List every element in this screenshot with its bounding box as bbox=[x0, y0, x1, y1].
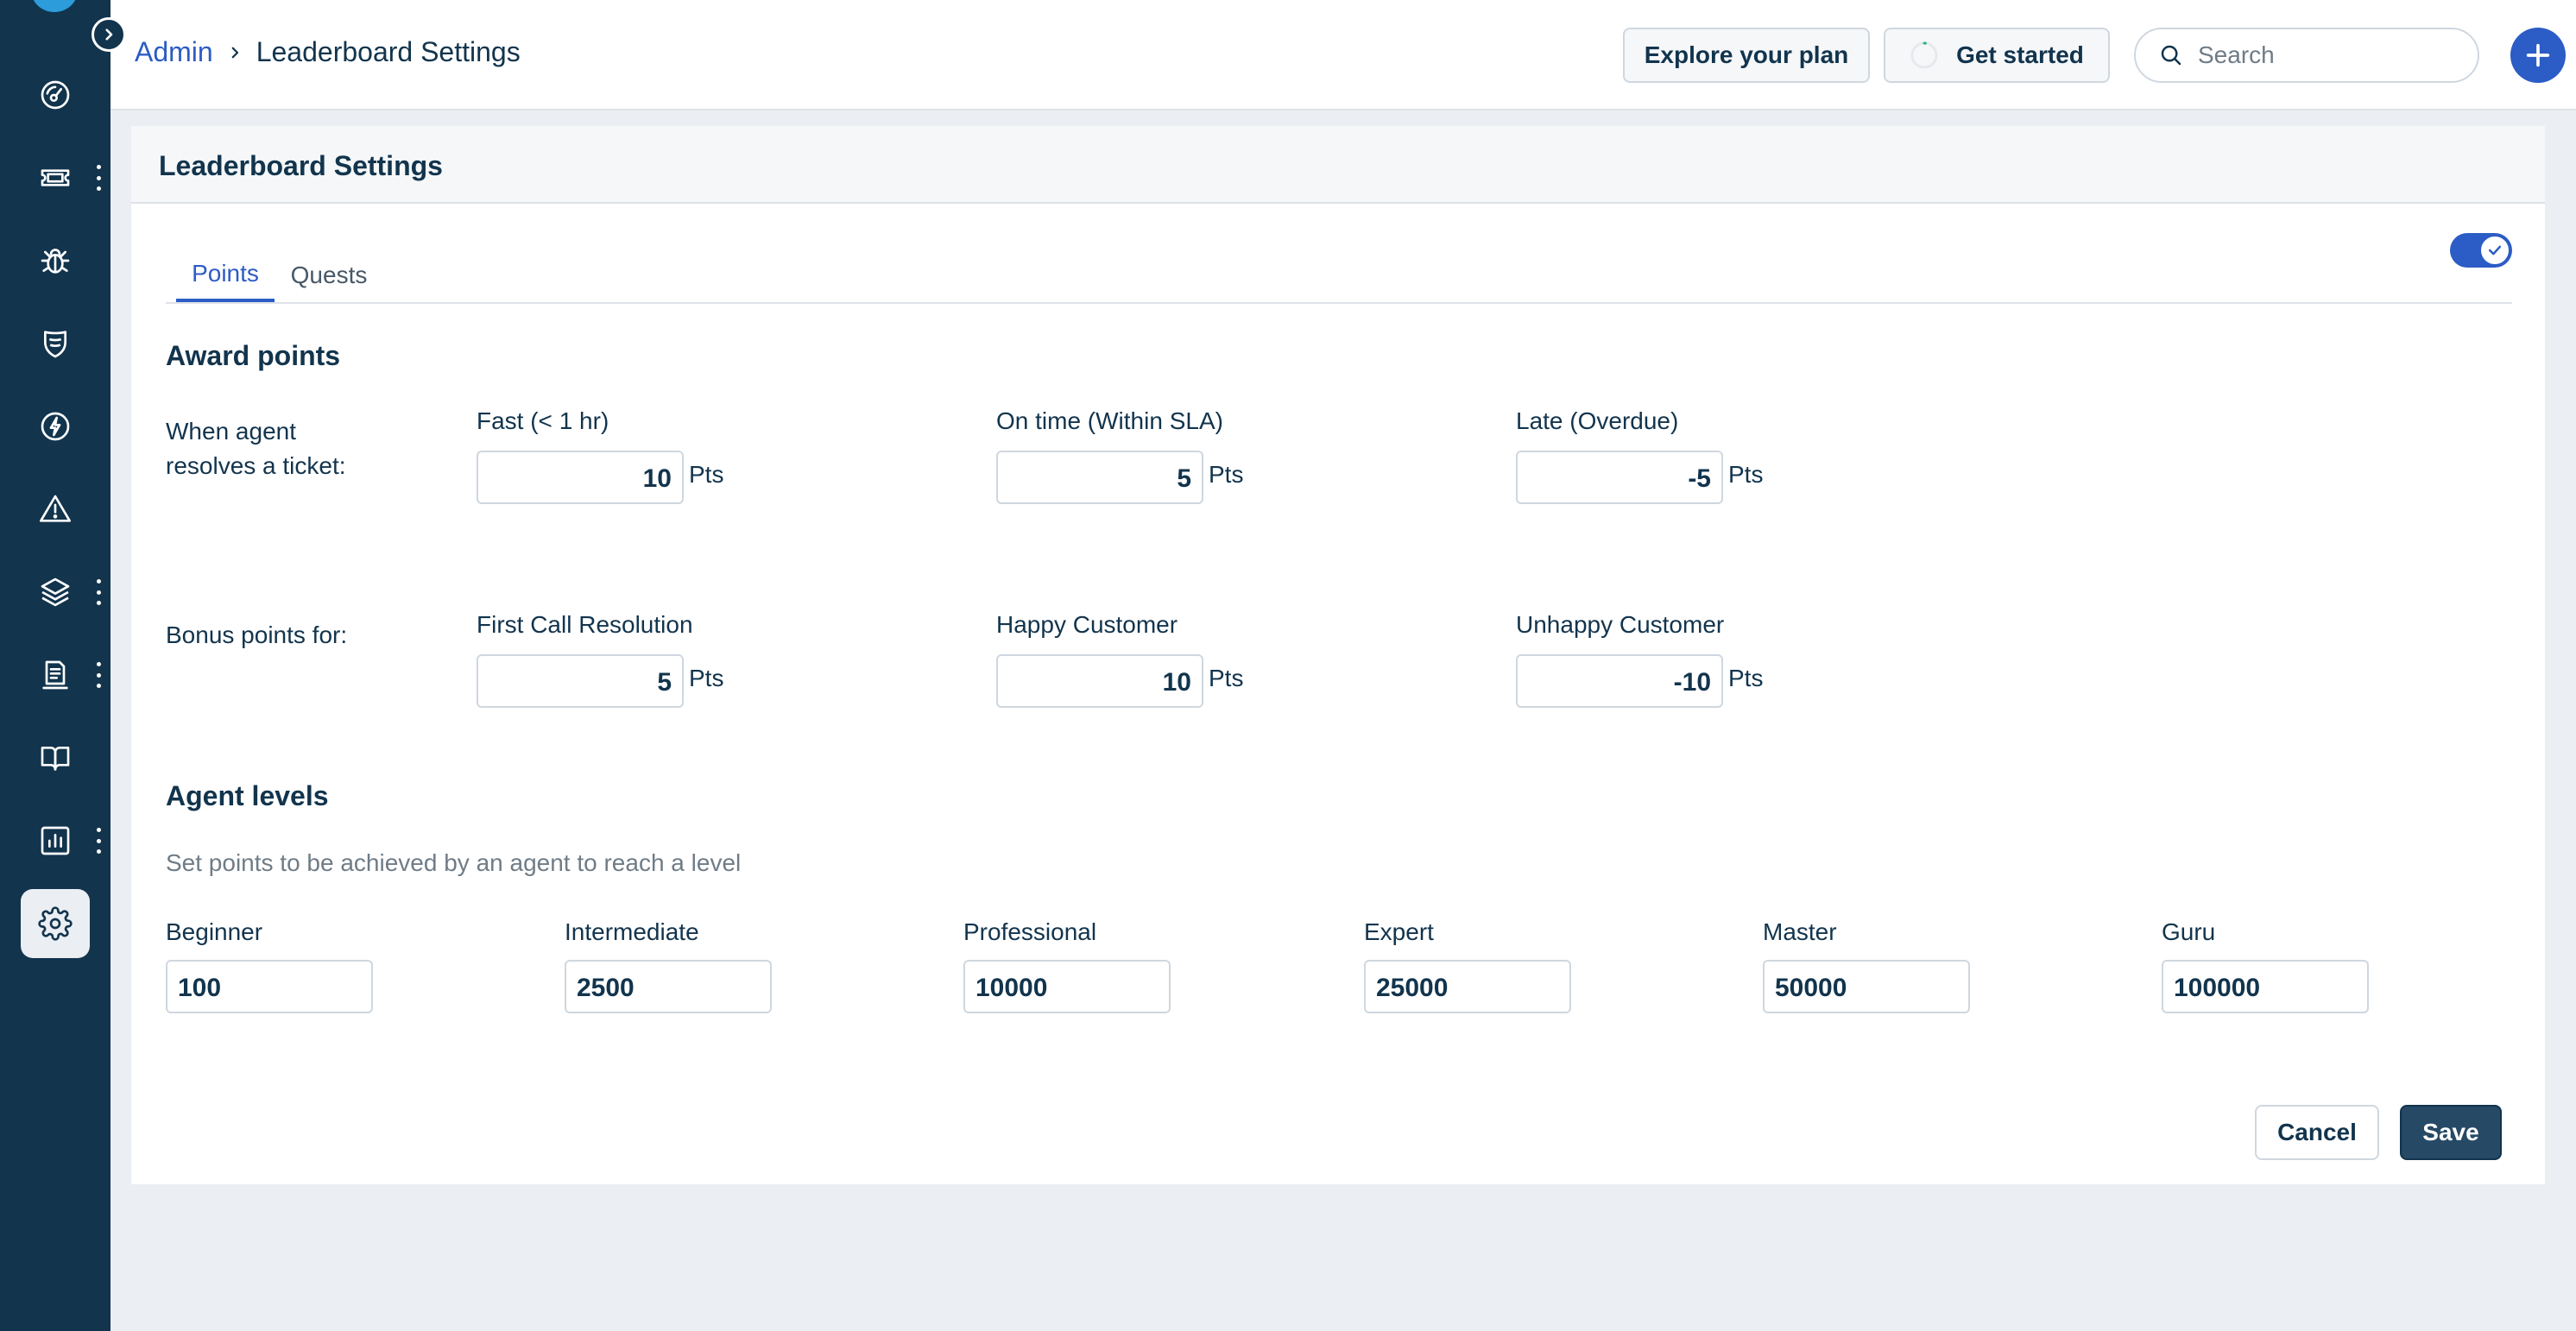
level-master-label: Master bbox=[1763, 918, 1837, 945]
sidebar-item-alerts[interactable] bbox=[21, 475, 90, 544]
explore-plan-label: Explore your plan bbox=[1644, 41, 1849, 68]
sidebar-item-changes[interactable] bbox=[21, 309, 90, 378]
happy-customer-pts-unit: Pts bbox=[1209, 665, 1244, 691]
level-intermediate-input[interactable] bbox=[565, 960, 772, 1013]
tab-points[interactable]: Points bbox=[176, 249, 275, 302]
level-beginner-label: Beginner bbox=[166, 918, 263, 945]
sidebar-item-analytics-menu[interactable] bbox=[92, 828, 105, 854]
card-title: Leaderboard Settings bbox=[159, 150, 443, 181]
get-started-label: Get started bbox=[1956, 41, 2084, 68]
sidebar-item-contracts[interactable] bbox=[21, 640, 90, 710]
sidebar-item-tickets[interactable] bbox=[21, 143, 90, 212]
save-button[interactable]: Save bbox=[2400, 1105, 2502, 1160]
sidebar-expand-button[interactable] bbox=[92, 17, 126, 52]
warning-icon bbox=[40, 495, 71, 522]
fast-label: Fast (< 1 hr) bbox=[477, 407, 609, 434]
lightning-icon bbox=[41, 412, 70, 441]
bonus-row-label: Bonus points for: bbox=[166, 621, 348, 648]
sidebar-item-dashboard[interactable] bbox=[21, 60, 90, 129]
unhappy-customer-points-input[interactable] bbox=[1516, 654, 1723, 708]
chevron-right-icon bbox=[227, 45, 243, 60]
sidebar bbox=[0, 0, 110, 1331]
bug-icon bbox=[41, 249, 70, 274]
breadcrumb: Admin Leaderboard Settings bbox=[135, 36, 521, 68]
resolve-row-label: When agent resolves a ticket: bbox=[166, 414, 346, 483]
level-guru-input[interactable] bbox=[2162, 960, 2369, 1013]
card-header: Leaderboard Settings bbox=[131, 126, 2545, 204]
level-intermediate-label: Intermediate bbox=[565, 918, 699, 945]
happy-customer-label: Happy Customer bbox=[996, 611, 1178, 638]
resolve-row-label-line2: resolves a ticket: bbox=[166, 452, 346, 479]
tab-quests[interactable]: Quests bbox=[290, 262, 368, 288]
page-title: Leaderboard Settings bbox=[256, 36, 521, 67]
level-guru-label: Guru bbox=[2162, 918, 2216, 945]
explore-plan-button[interactable]: Explore your plan bbox=[1623, 28, 1870, 83]
unhappy-customer-label: Unhappy Customer bbox=[1516, 611, 1725, 638]
unhappy-customer-pts-unit: Pts bbox=[1728, 665, 1764, 691]
leaderboard-toggle[interactable] bbox=[2450, 233, 2512, 268]
search-input[interactable] bbox=[2198, 41, 2474, 69]
late-pts-unit: Pts bbox=[1728, 461, 1764, 488]
top-header: Admin Leaderboard Settings Explore your … bbox=[110, 0, 2576, 110]
gear-icon bbox=[38, 906, 73, 941]
toggle-knob bbox=[2479, 235, 2510, 266]
cancel-button-label: Cancel bbox=[2277, 1119, 2357, 1145]
search-box[interactable] bbox=[2134, 28, 2479, 83]
sidebar-item-releases[interactable] bbox=[21, 392, 90, 461]
level-master-input[interactable] bbox=[1763, 960, 1970, 1013]
sidebar-item-contracts-menu[interactable] bbox=[92, 662, 105, 688]
layers-icon bbox=[41, 577, 70, 607]
save-button-label: Save bbox=[2422, 1119, 2479, 1145]
ontime-points-input[interactable] bbox=[996, 451, 1203, 504]
progress-ring-icon bbox=[1910, 41, 1938, 69]
search-icon bbox=[2161, 45, 2181, 66]
cancel-button[interactable]: Cancel bbox=[2255, 1105, 2379, 1160]
dashboard-gauge-icon bbox=[41, 80, 70, 110]
create-new-button[interactable] bbox=[2510, 28, 2566, 83]
first-call-label: First Call Resolution bbox=[477, 611, 693, 638]
first-call-points-input[interactable] bbox=[477, 654, 684, 708]
tab-bar: Points Quests bbox=[166, 250, 2512, 304]
level-professional-label: Professional bbox=[963, 918, 1097, 945]
sidebar-item-admin[interactable] bbox=[21, 889, 90, 958]
award-points-title: Award points bbox=[166, 340, 341, 371]
sidebar-item-assets-menu[interactable] bbox=[92, 579, 105, 605]
level-expert-input[interactable] bbox=[1364, 960, 1571, 1013]
chevron-right-icon bbox=[105, 28, 113, 41]
level-beginner-input[interactable] bbox=[166, 960, 373, 1013]
analytics-icon bbox=[41, 826, 70, 855]
sidebar-item-solutions[interactable] bbox=[21, 723, 90, 792]
agent-levels-description: Set points to be achieved by an agent to… bbox=[166, 849, 742, 876]
fast-pts-unit: Pts bbox=[689, 461, 724, 488]
leaderboard-settings-card: Leaderboard Settings Points Quests Award… bbox=[131, 126, 2545, 1184]
first-call-pts-unit: Pts bbox=[689, 665, 724, 691]
check-icon bbox=[2488, 245, 2502, 255]
get-started-button[interactable]: Get started bbox=[1884, 28, 2110, 83]
book-icon bbox=[41, 747, 70, 771]
ticket-icon bbox=[41, 169, 70, 186]
fast-points-input[interactable] bbox=[477, 451, 684, 504]
resolve-row-label-line1: When agent bbox=[166, 418, 296, 445]
sidebar-item-assets[interactable] bbox=[21, 558, 90, 627]
level-expert-label: Expert bbox=[1364, 918, 1434, 945]
sidebar-item-tickets-menu[interactable] bbox=[92, 165, 105, 191]
late-label: Late (Overdue) bbox=[1516, 407, 1679, 434]
late-points-input[interactable] bbox=[1516, 451, 1723, 504]
plus-icon bbox=[2526, 43, 2550, 67]
shield-icon bbox=[44, 331, 66, 358]
happy-customer-points-input[interactable] bbox=[996, 654, 1203, 708]
document-icon bbox=[42, 660, 68, 690]
sidebar-item-analytics[interactable] bbox=[21, 806, 90, 875]
agent-levels-title: Agent levels bbox=[166, 780, 329, 811]
brand-logo[interactable] bbox=[31, 0, 78, 12]
breadcrumb-admin-link[interactable]: Admin bbox=[135, 36, 213, 67]
ontime-label: On time (Within SLA) bbox=[996, 407, 1223, 434]
ontime-pts-unit: Pts bbox=[1209, 461, 1244, 488]
level-professional-input[interactable] bbox=[963, 960, 1171, 1013]
sidebar-item-problems[interactable] bbox=[21, 226, 90, 295]
